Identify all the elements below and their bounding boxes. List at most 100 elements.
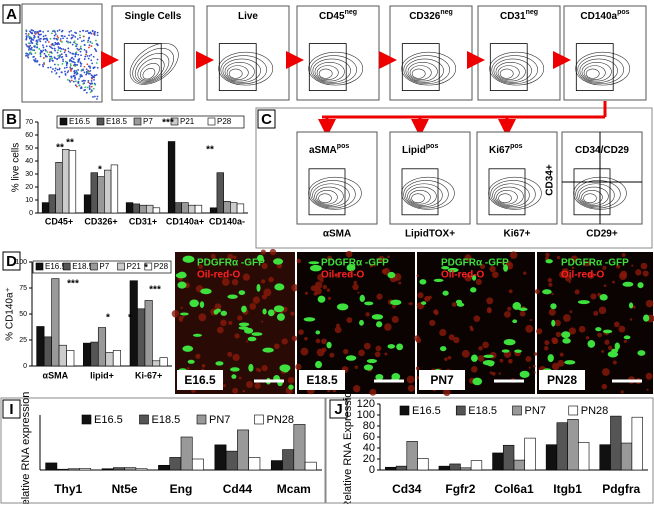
red-stain — [186, 367, 190, 370]
density-dot — [88, 85, 91, 87]
density-dot — [45, 45, 48, 48]
bar — [101, 468, 114, 471]
density-dot — [42, 30, 45, 33]
label-main: CD140a — [580, 11, 617, 22]
legend-label: E16.5 — [412, 405, 441, 417]
red-stain — [528, 366, 531, 369]
gfp-cell — [238, 322, 250, 327]
density-dot — [52, 68, 54, 70]
legend-label: P7 — [99, 262, 109, 271]
legend-swatch — [568, 405, 579, 416]
bar — [406, 441, 418, 471]
contour — [140, 63, 160, 81]
red-stain — [645, 372, 653, 380]
density-dot — [54, 49, 56, 52]
red-stain — [232, 387, 239, 394]
stage-box — [299, 370, 345, 390]
contour — [495, 61, 526, 82]
gfp-cell — [309, 264, 322, 272]
y-tick-label: 80 — [363, 420, 375, 432]
density-dot — [44, 48, 47, 51]
gfp-cell — [503, 264, 509, 272]
label-sup: pos — [426, 143, 439, 150]
bar — [620, 442, 633, 471]
legend-label: E16.5 — [94, 414, 123, 426]
gfp-cell — [241, 305, 247, 313]
red-stain — [548, 308, 556, 316]
red-stain — [507, 306, 512, 312]
contour — [228, 68, 243, 79]
bar — [146, 204, 154, 214]
density-dot — [30, 53, 33, 55]
stage-label: E18.5 — [306, 373, 338, 387]
contour — [490, 180, 536, 209]
density-dot — [87, 57, 90, 60]
density-dot — [93, 31, 96, 34]
y-tick-label: 60 — [25, 132, 33, 139]
density-dot — [51, 47, 54, 50]
bar — [599, 444, 611, 471]
density-dot — [78, 78, 80, 80]
legend-swatch — [117, 262, 125, 271]
red-stain — [469, 325, 473, 329]
label: CD34/CD29 — [575, 145, 629, 156]
red-stain — [198, 264, 203, 269]
bar — [132, 203, 140, 214]
density-dot — [96, 66, 99, 69]
density-dot — [80, 63, 83, 65]
red-stain — [329, 352, 335, 358]
red-stain — [447, 355, 452, 360]
density-dot — [37, 35, 40, 38]
density-dot — [27, 45, 30, 48]
red-stain — [590, 293, 597, 300]
density-dot — [36, 59, 39, 62]
gfp-cell — [470, 287, 477, 293]
density-dot — [53, 34, 56, 37]
legend-swatch — [90, 262, 98, 271]
red-stain — [612, 360, 617, 365]
density-dot — [85, 30, 87, 33]
density-dot — [60, 71, 63, 74]
density-dot — [63, 51, 66, 54]
gfp-cell — [231, 374, 237, 379]
density-dot — [83, 35, 85, 38]
red-stain — [612, 280, 615, 284]
panel-label-box — [2, 109, 21, 129]
significance: *** — [162, 118, 174, 129]
contour — [581, 190, 603, 205]
red-stain — [357, 291, 360, 294]
bar — [556, 422, 568, 471]
contour — [411, 68, 426, 79]
gfp-cell — [345, 355, 357, 361]
red-stain — [578, 325, 586, 333]
density-dot — [89, 67, 92, 69]
density-dot — [79, 34, 81, 37]
density-dot — [33, 49, 36, 52]
significance: *** — [67, 279, 79, 290]
red-stain — [252, 296, 261, 304]
density-dot — [85, 72, 88, 75]
density-dot — [85, 53, 87, 56]
red-stain — [334, 326, 342, 334]
panel-label: C — [261, 111, 272, 128]
density-dot — [59, 54, 61, 57]
legend-label: E18.5 — [468, 405, 497, 417]
label-sup: pos — [510, 143, 523, 150]
red-stain — [369, 388, 377, 396]
y-tick-label: 100 — [15, 259, 27, 266]
density-dot — [55, 72, 58, 74]
label: Single Cells — [125, 11, 182, 22]
red-stain — [602, 265, 607, 270]
red-stain — [374, 351, 381, 358]
contour — [498, 193, 512, 204]
contour — [491, 55, 538, 85]
gfp-cell — [336, 303, 349, 311]
density-dot — [90, 59, 93, 62]
bar — [610, 415, 622, 471]
bar — [191, 458, 204, 471]
red-stain — [499, 358, 504, 363]
contour — [499, 68, 514, 79]
gfp-cell — [637, 282, 644, 289]
density-dot — [73, 63, 76, 66]
